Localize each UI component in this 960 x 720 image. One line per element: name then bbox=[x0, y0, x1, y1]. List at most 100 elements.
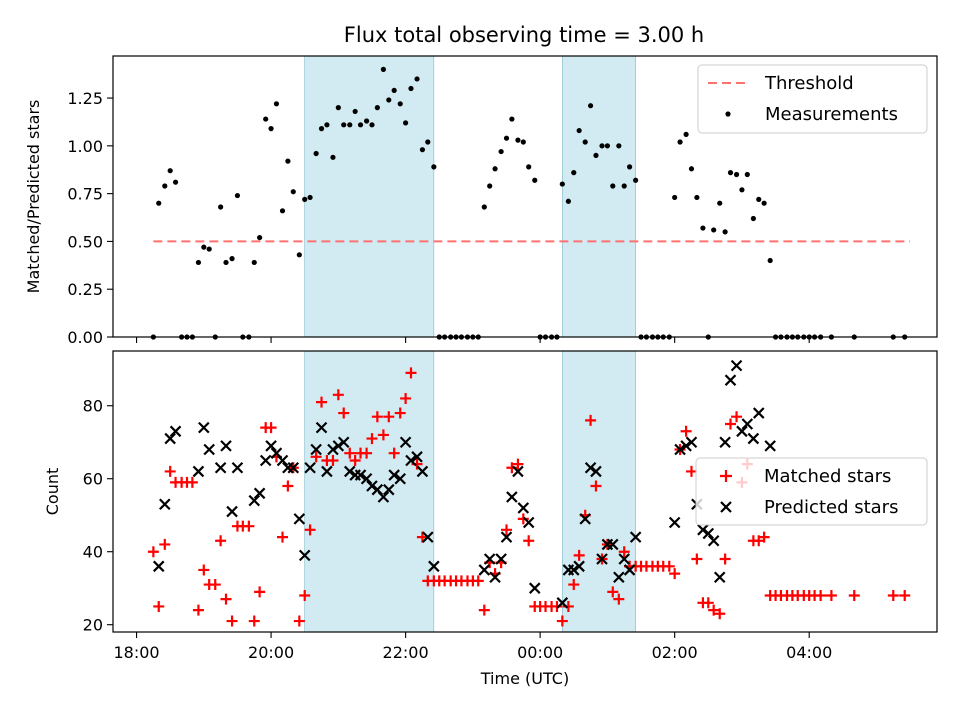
predicted-stars-point bbox=[730, 359, 743, 372]
predicted-stars-point bbox=[707, 534, 720, 547]
measurement-point bbox=[481, 204, 487, 210]
measurement-point bbox=[700, 225, 706, 231]
measurement-point bbox=[357, 122, 364, 128]
matched-stars-point bbox=[209, 579, 221, 591]
matched-stars-point bbox=[663, 560, 675, 572]
measurement-point bbox=[330, 154, 336, 160]
measurement-point bbox=[532, 177, 538, 183]
shaded-interval bbox=[304, 55, 435, 338]
matched-stars-point bbox=[282, 480, 294, 492]
predicted-stars-point bbox=[495, 553, 507, 565]
matched-stars-point bbox=[685, 465, 697, 477]
predicted-stars-point bbox=[422, 531, 434, 543]
legend-measurements-swatch bbox=[725, 111, 731, 117]
legend-measurements-label: Measurements bbox=[765, 104, 898, 125]
matched-stars-point bbox=[153, 600, 165, 612]
measurement-point bbox=[419, 147, 426, 153]
predicted-stars-point bbox=[489, 571, 501, 584]
predicted-stars-point bbox=[377, 491, 390, 503]
y-tick-label: 40 bbox=[83, 543, 103, 562]
measurement-point bbox=[307, 194, 313, 201]
x-tick-label: 22:00 bbox=[383, 643, 429, 662]
matched-stars-point bbox=[512, 458, 524, 470]
matched-stars-point bbox=[815, 590, 827, 602]
matched-stars-point bbox=[556, 615, 568, 627]
y-tick-label: 1.00 bbox=[67, 137, 103, 156]
predicted-stars-point bbox=[478, 564, 491, 576]
predicted-stars-point bbox=[579, 513, 591, 525]
matched-stars-point bbox=[304, 524, 316, 536]
measurement-point bbox=[526, 164, 532, 170]
predicted-stars-point bbox=[259, 454, 272, 467]
measurement-point bbox=[195, 259, 202, 266]
predicted-stars-point bbox=[214, 462, 227, 474]
measurement-point bbox=[576, 127, 582, 134]
predicted-stars-point bbox=[590, 465, 602, 478]
matched-stars-point bbox=[277, 531, 289, 543]
measurement-point bbox=[610, 183, 616, 189]
measurement-point bbox=[492, 166, 498, 172]
predicted-stars-point bbox=[752, 407, 765, 419]
legend-bottom: Matched stars Predicted stars bbox=[695, 457, 928, 526]
measurement-point bbox=[279, 208, 286, 214]
predicted-stars-point bbox=[332, 440, 345, 452]
y-tick-label: 0.50 bbox=[67, 232, 103, 251]
matched-stars-point bbox=[159, 538, 171, 550]
predicted-stars-point bbox=[203, 443, 215, 456]
predicted-stars-point bbox=[287, 462, 300, 474]
matched-stars-point bbox=[887, 590, 899, 602]
predicted-stars-point bbox=[674, 443, 686, 456]
predicted-stars-point bbox=[697, 524, 709, 536]
predicted-stars-point bbox=[623, 564, 636, 576]
measurement-point bbox=[341, 122, 347, 128]
matched-stars-point bbox=[825, 590, 837, 602]
predicted-stars-point bbox=[629, 531, 642, 543]
predicted-stars-point bbox=[584, 462, 597, 474]
predicted-stars-point bbox=[159, 498, 171, 511]
y-tick-label: 20 bbox=[83, 616, 103, 635]
matched-stars-point bbox=[708, 604, 720, 616]
y-tick-label: 80 bbox=[83, 397, 103, 416]
predicted-stars-point bbox=[764, 440, 776, 452]
measurement-point bbox=[290, 189, 296, 195]
legend-matched-label: Matched stars bbox=[764, 466, 891, 487]
measurement-point bbox=[296, 252, 302, 258]
matched-stars-point bbox=[523, 535, 535, 547]
measurement-point bbox=[733, 171, 740, 178]
measurement-point bbox=[509, 116, 515, 122]
predicted-stars-point bbox=[164, 432, 176, 445]
measurement-point bbox=[626, 164, 633, 170]
shaded-interval bbox=[304, 350, 435, 633]
measurement-point bbox=[431, 164, 437, 170]
predicted-stars-point bbox=[685, 436, 698, 449]
matched-stars-point bbox=[383, 411, 395, 423]
measurement-point bbox=[335, 105, 341, 111]
predicted-stars-point bbox=[198, 421, 210, 434]
measurement-point bbox=[234, 192, 241, 199]
predicted-stars-point bbox=[596, 553, 608, 565]
measurement-point bbox=[229, 256, 235, 262]
measurement-point bbox=[425, 139, 431, 145]
x-tick-label: 00:00 bbox=[517, 643, 563, 662]
measurement-point bbox=[633, 177, 639, 183]
y-tick-label: 0.75 bbox=[67, 185, 103, 204]
matched-stars-point bbox=[388, 447, 400, 459]
matched-stars-point bbox=[691, 553, 703, 565]
matched-stars-point bbox=[254, 586, 266, 598]
predicted-stars-point bbox=[399, 436, 412, 449]
matched-stars-point bbox=[714, 608, 726, 620]
predicted-stars-point bbox=[383, 483, 395, 496]
y-tick-label: 1.25 bbox=[67, 89, 103, 108]
measurement-point bbox=[273, 101, 280, 107]
matched-stars-point bbox=[590, 480, 602, 492]
measurement-point bbox=[162, 183, 168, 189]
legend-predicted-swatch bbox=[720, 501, 732, 513]
predicted-stars-point bbox=[220, 440, 232, 452]
y-axis-label: Count bbox=[43, 468, 62, 516]
predicted-stars-point bbox=[343, 465, 356, 478]
measurement-point bbox=[744, 171, 750, 178]
measurement-point bbox=[318, 126, 325, 132]
measurement-point bbox=[520, 139, 526, 145]
x-tick-label: 02:00 bbox=[652, 643, 698, 662]
